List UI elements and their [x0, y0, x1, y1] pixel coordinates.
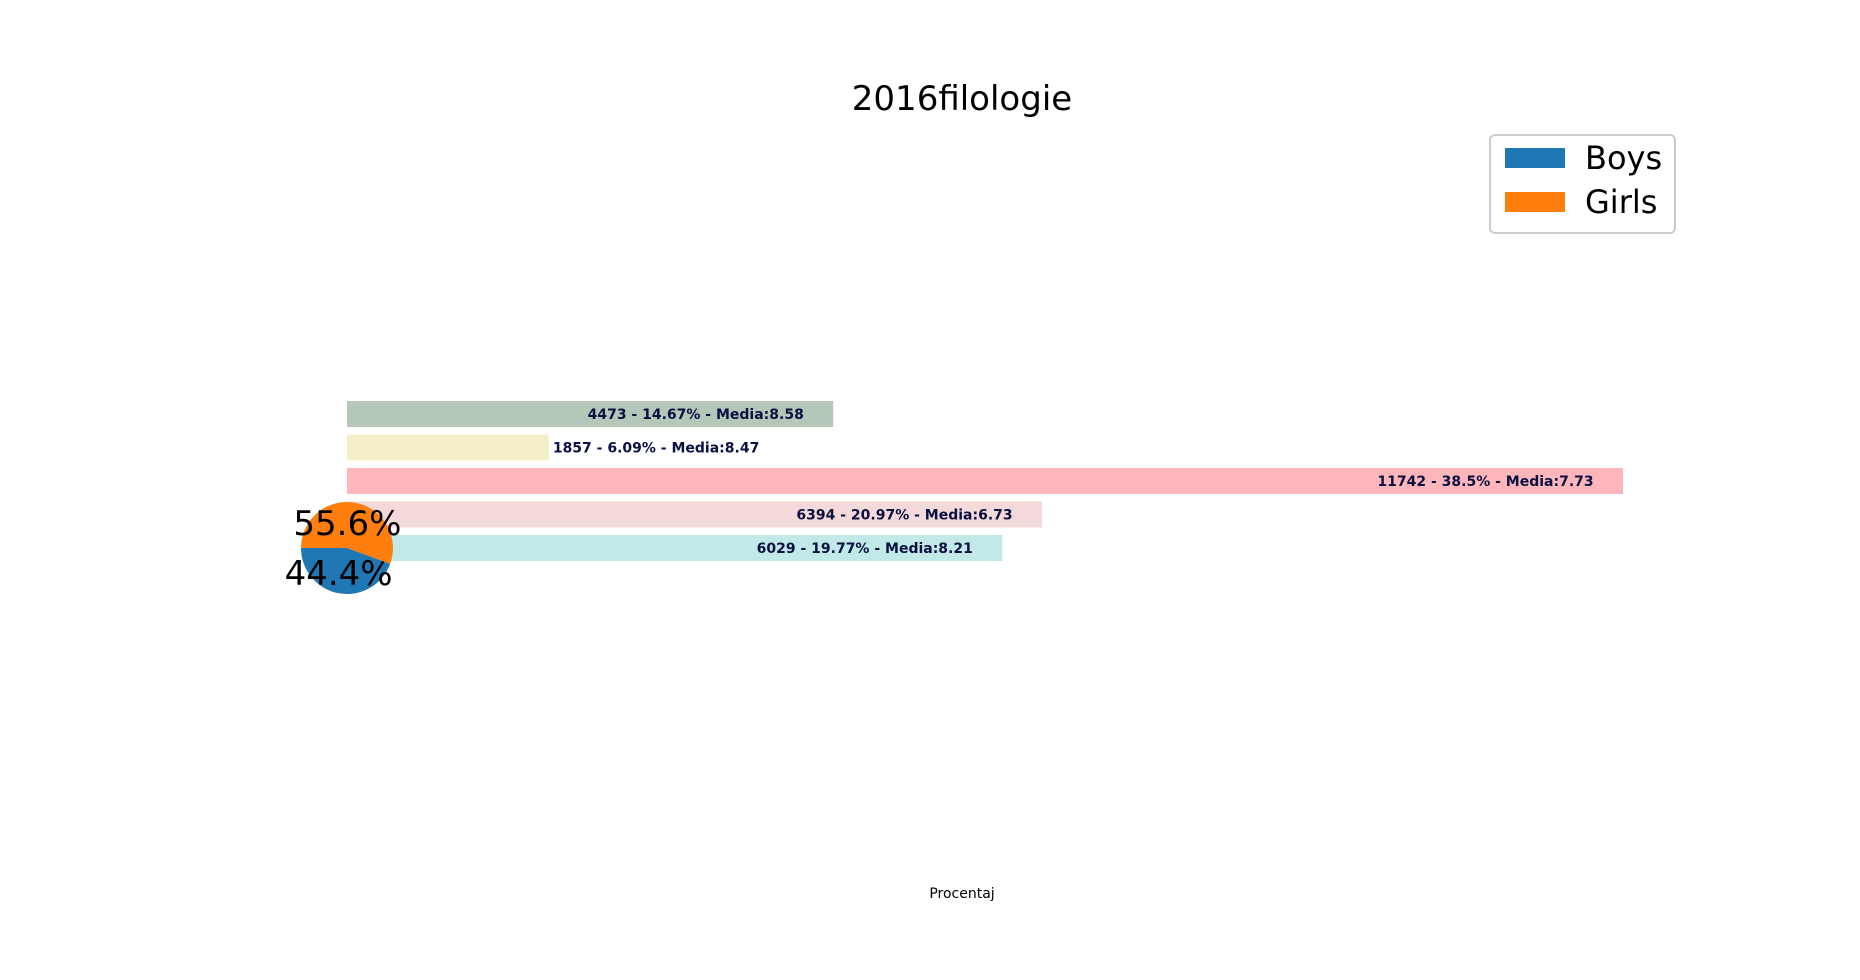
bars-group: 6029 - 19.77% - Media:8.21 6394 - 20.97% … — [347, 401, 1623, 561]
bar-label-1: 6394 - 20.97% - Media:6.73 — [796, 508, 1012, 524]
legend-swatch-girls — [1505, 192, 1565, 212]
bar-1 — [347, 501, 1043, 528]
pie-label-boys: 44.4% — [285, 554, 393, 594]
bar-label-2: 11742 - 38.5% - Media:7.73 — [1377, 474, 1593, 490]
legend: Boys Girls — [1489, 134, 1676, 234]
legend-swatch-boys — [1505, 148, 1565, 168]
bar-4 — [347, 401, 834, 427]
bar-2 — [347, 468, 1623, 494]
x-axis-label: Procentaj — [929, 886, 994, 902]
bar-label-4: 4473 - 14.67% - Media:8.58 — [588, 407, 804, 423]
pie-chart: 44.4% 55.6% — [285, 501, 401, 594]
bar-3 — [347, 434, 549, 461]
bar-label-0: 6029 - 19.77% - Media:8.21 — [757, 541, 973, 557]
chart-title: 2016filologie — [852, 79, 1072, 119]
pie-slice-girls — [301, 501, 393, 564]
pie-slice-boys — [301, 548, 391, 594]
legend-label-boys: Boys — [1585, 139, 1662, 177]
bar-label-3: 1857 - 6.09% - Media:8.47 — [553, 441, 760, 457]
legend-label-girls: Girls — [1585, 183, 1657, 221]
pie-label-girls: 55.6% — [293, 504, 401, 544]
bar-0 — [347, 535, 1003, 561]
